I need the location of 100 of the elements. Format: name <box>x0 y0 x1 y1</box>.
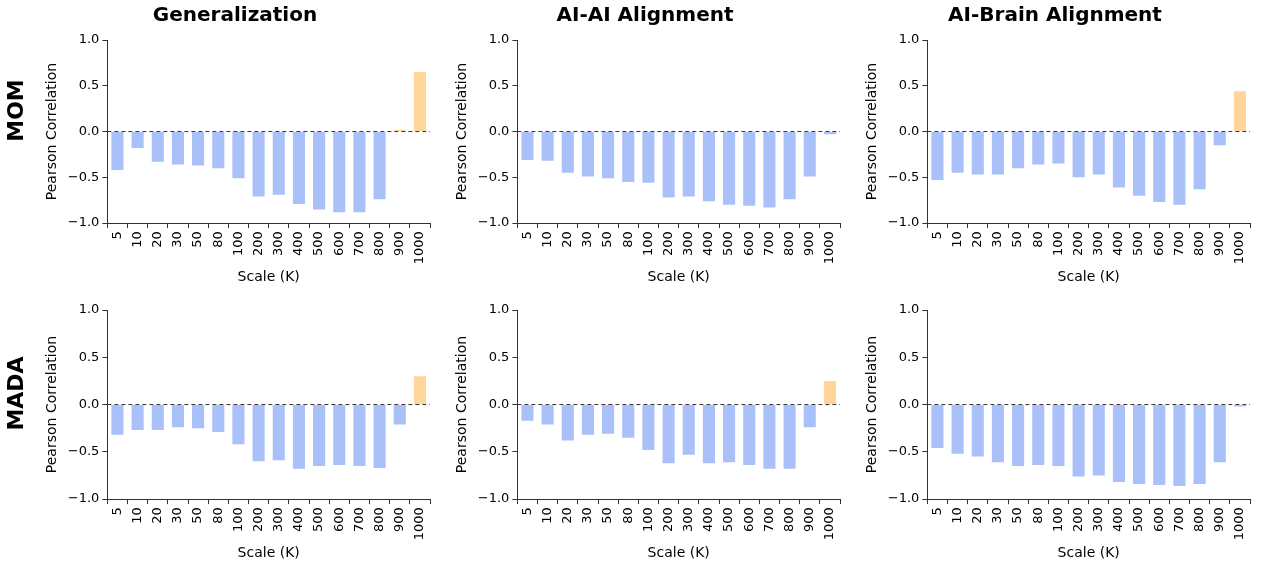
y-axis-title: Pearson Correlation <box>43 62 60 201</box>
x-tick-label: 300 <box>1090 231 1106 256</box>
x-tick-label: 400 <box>700 507 716 532</box>
x-tick-label: 900 <box>391 507 407 532</box>
y-tick-label: −1.0 <box>887 214 920 230</box>
text: MOM <box>2 78 28 142</box>
y-tick-label: −1.0 <box>67 214 100 230</box>
x-tick-label: 400 <box>1110 231 1126 256</box>
x-tick-label: 10 <box>538 507 554 524</box>
x-tick-label: 800 <box>780 507 796 532</box>
y-tick-label: 1.0 <box>488 301 510 317</box>
x-tick-label: 5 <box>108 507 124 516</box>
x-tick-label: 400 <box>290 507 306 532</box>
x-tick-label: 400 <box>290 231 306 256</box>
y-tick-label: −0.5 <box>477 168 510 184</box>
x-tick-label: 900 <box>1211 507 1227 532</box>
y-tick-label: −0.5 <box>887 168 920 184</box>
x-axis-title: Scale (K) <box>1057 544 1120 561</box>
x-tick-label: 50 <box>189 231 205 248</box>
x-tick-label: 800 <box>1190 507 1206 532</box>
x-tick-label: 10 <box>948 231 964 248</box>
x-tick-label: 20 <box>969 507 985 524</box>
bar <box>333 132 346 213</box>
x-tick-label: 800 <box>1190 231 1206 256</box>
x-tick-label: 100 <box>229 507 245 532</box>
x-tick-label: 900 <box>391 231 407 256</box>
bar <box>292 132 305 204</box>
y-tick-label: −0.5 <box>67 168 100 184</box>
x-tick-label: 5 <box>928 231 944 240</box>
x-tick-label: 900 <box>801 507 817 532</box>
x-tick-label: 30 <box>579 231 595 248</box>
x-tick-label: 5 <box>928 507 944 516</box>
x-tick-label: 500 <box>1130 231 1146 256</box>
x-tick-label: 1000 <box>411 231 427 265</box>
y-tick-label: 1.0 <box>898 31 920 47</box>
x-tick-label: 600 <box>1150 507 1166 532</box>
x-tick-label: 80 <box>1029 507 1045 524</box>
x-tick-label: 100 <box>1049 507 1065 532</box>
x-tick-label: 30 <box>579 507 595 524</box>
y-tick-label: −1.0 <box>887 490 920 506</box>
x-tick-label: 10 <box>128 231 144 248</box>
y-axis-title: Pearson Correlation <box>863 335 880 474</box>
y-axis-title: Pearson Correlation <box>453 335 470 474</box>
bar <box>313 132 326 210</box>
y-tick-label: 1.0 <box>488 31 510 47</box>
y-tick-label: 0.5 <box>488 77 510 93</box>
x-tick-label: 30 <box>989 507 1005 524</box>
y-tick-label: 1.0 <box>78 301 100 317</box>
x-tick-label: 20 <box>149 231 165 248</box>
x-tick-label: 50 <box>599 507 615 524</box>
x-tick-label: 500 <box>310 507 326 532</box>
bar <box>272 132 285 195</box>
x-tick-label: 100 <box>639 231 655 256</box>
x-tick-label: 300 <box>270 507 286 532</box>
x-tick-label: 900 <box>801 231 817 256</box>
x-tick-label: 700 <box>350 231 366 256</box>
x-tick-label: 20 <box>969 231 985 248</box>
x-tick-label: 30 <box>169 231 185 248</box>
x-tick-label: 50 <box>1009 231 1025 248</box>
chart-title: Generalization <box>152 2 318 27</box>
x-tick-label: 100 <box>639 507 655 532</box>
chart-title: AI-AI Alignment <box>556 2 734 27</box>
bar <box>353 132 366 213</box>
x-tick-label: 700 <box>1170 231 1186 256</box>
y-tick-label: 0.5 <box>898 348 920 364</box>
x-tick-label: 100 <box>1049 231 1065 256</box>
x-tick-label: 300 <box>680 231 696 256</box>
y-axis-title: Pearson Correlation <box>43 335 60 474</box>
x-tick-label: 10 <box>538 231 554 248</box>
x-tick-label: 10 <box>948 507 964 524</box>
y-tick-label: 0.5 <box>78 77 100 93</box>
x-tick-label: 200 <box>659 507 675 532</box>
y-tick-label: 0.0 <box>898 122 920 138</box>
x-tick-label: 5 <box>518 231 534 240</box>
bar <box>373 132 386 200</box>
x-tick-label: 10 <box>128 507 144 524</box>
x-axis-title: Scale (K) <box>237 268 300 285</box>
x-tick-label: 1000 <box>821 507 837 541</box>
x-tick-label: 100 <box>229 231 245 256</box>
x-tick-label: 1000 <box>1231 231 1247 265</box>
bar <box>413 72 426 132</box>
x-tick-label: 800 <box>370 507 386 532</box>
x-tick-label: 700 <box>1170 507 1186 532</box>
x-tick-label: 500 <box>310 231 326 256</box>
bar <box>252 132 265 197</box>
x-tick-label: 700 <box>760 507 776 532</box>
x-tick-label: 300 <box>680 507 696 532</box>
y-tick-label: 1.0 <box>898 301 920 317</box>
y-axis-title: Pearson Correlation <box>863 62 880 201</box>
x-axis-title: Scale (K) <box>237 544 300 561</box>
x-tick-label: 80 <box>209 507 225 524</box>
x-tick-label: 200 <box>1069 507 1085 532</box>
y-tick-label: 1.0 <box>78 31 100 47</box>
y-tick-label: 0.5 <box>488 348 510 364</box>
y-tick-label: −1.0 <box>477 490 510 506</box>
x-tick-label: 30 <box>169 507 185 524</box>
x-tick-label: 80 <box>619 231 635 248</box>
x-tick-label: 700 <box>350 507 366 532</box>
bar <box>212 132 225 169</box>
x-tick-label: 80 <box>209 231 225 248</box>
